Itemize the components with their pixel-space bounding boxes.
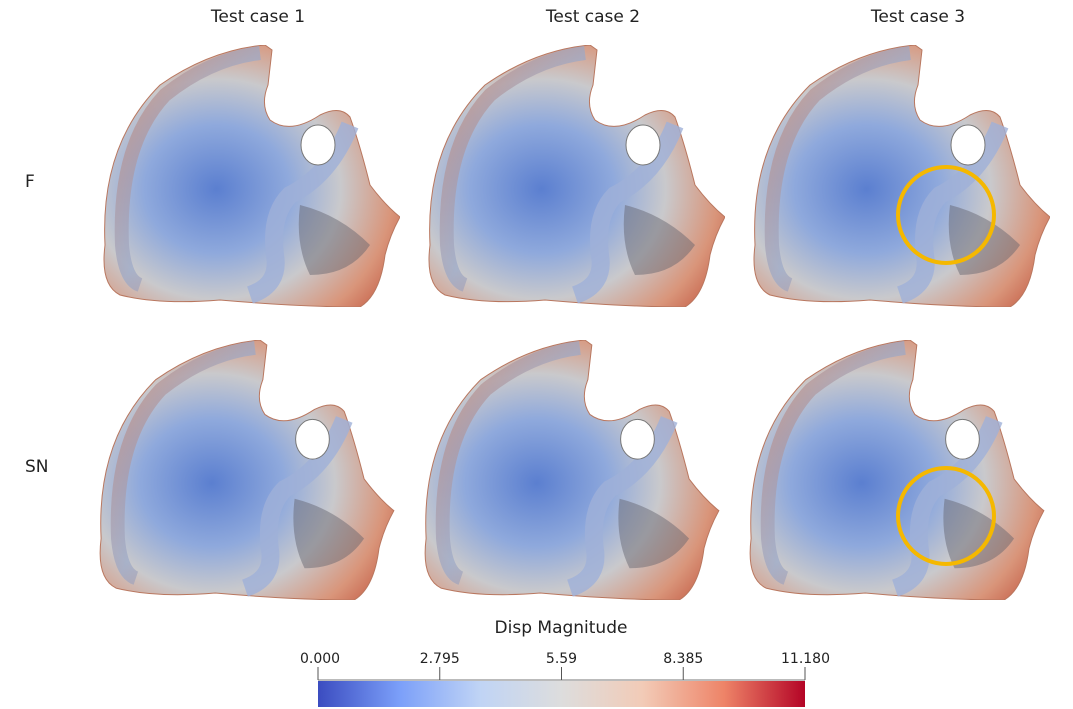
- heart-render: [100, 340, 394, 600]
- colorbar-tick-label: 11.180: [781, 651, 830, 667]
- colorbar-tick-label: 0.000: [300, 651, 340, 667]
- row-label: SN: [25, 457, 49, 477]
- heart-render: [429, 45, 725, 307]
- panels: [100, 45, 1050, 600]
- colorbar: [318, 681, 805, 707]
- column-title: Test case 3: [870, 7, 965, 27]
- colorbar-tick-label: 5.59: [546, 651, 577, 667]
- colorbar-tick-label: 2.795: [420, 651, 460, 667]
- row-label: F: [25, 172, 35, 192]
- heart-render: [754, 45, 1050, 307]
- column-title: Test case 2: [545, 7, 640, 27]
- heart-render: [104, 45, 400, 307]
- colorbar-title: Disp Magnitude: [495, 618, 628, 638]
- colorbar-tick-label: 8.385: [663, 651, 703, 667]
- figure: Test case 1 Test case 2 Test case 3 F SN…: [0, 0, 1073, 709]
- heart-render: [750, 340, 1044, 600]
- heart-render: [425, 340, 719, 600]
- column-title: Test case 1: [210, 7, 305, 27]
